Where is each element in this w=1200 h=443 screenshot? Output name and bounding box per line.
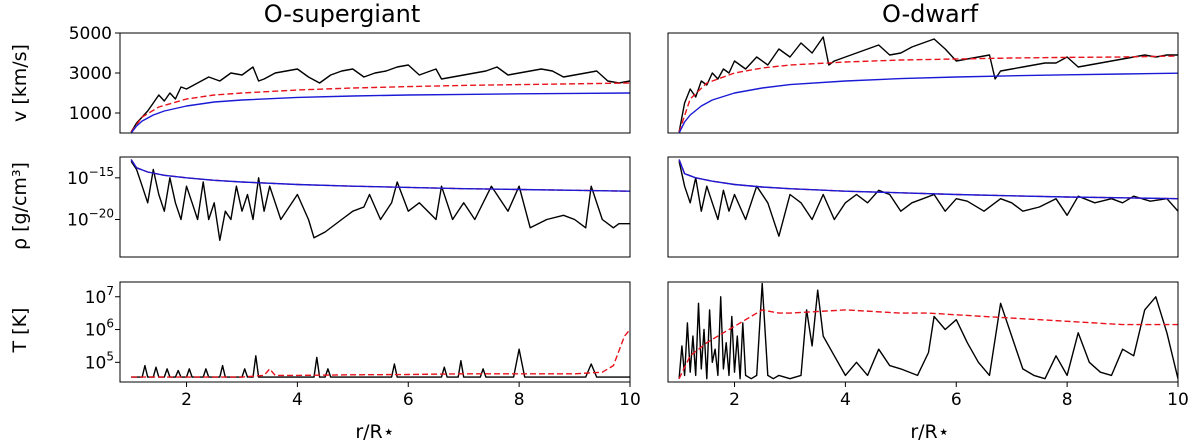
panel-2-ytick-label-0: 105 [85, 349, 114, 373]
panel-0-series-blue-solid [130, 92, 630, 133]
column-title-dwarf: O-dwarf [882, 0, 979, 28]
panel-5-xtick-label-0: 2 [729, 390, 740, 410]
panel-5-series-black-solid [678, 282, 1178, 380]
panel-3-frame [667, 32, 1179, 134]
ylabel-velocity: v [km/s] [9, 44, 31, 122]
panel-2-xtick-label-0: 2 [181, 390, 192, 410]
panel-0-series [130, 64, 630, 133]
panel-1-ytick-label-0: 10−15 [67, 165, 114, 189]
panels: 1000 3000 5000 10−15 10−20 105 106 107 2 4 6 8 10 2 4 6… [67, 24, 1189, 410]
panel-2-xtick-label-1: 4 [292, 390, 303, 410]
panel-5-xtick-label-1: 4 [840, 390, 851, 410]
panel-2-ytick-label-1: 106 [85, 317, 114, 341]
xlabel-right: r/R⋆ [910, 421, 949, 443]
panel-4-frame [667, 156, 1179, 258]
panel-0-series-black-solid [130, 64, 630, 133]
panel-5-xtick-label-3: 8 [1062, 390, 1073, 410]
panel-3-series [678, 36, 1178, 133]
panel-0-ytick-label-1: 3000 [69, 64, 112, 84]
panel-2-frame [119, 281, 631, 383]
panel-1-series [130, 159, 630, 242]
panel-1-series-black-solid [130, 160, 630, 242]
panel-3-series-blue-solid [678, 72, 1178, 133]
xlabel-left: r/R⋆ [355, 421, 394, 443]
panel-2-series-black-solid [131, 348, 630, 378]
panel-4-series-black-solid [678, 161, 1178, 237]
panel-2-ytick-label-2: 107 [85, 284, 114, 308]
panel-0-frame [119, 32, 631, 134]
panel-0-ytick-label-2: 5000 [69, 24, 112, 44]
panel-2-series [131, 329, 630, 378]
panel-2-xtick-label-2: 6 [403, 390, 414, 410]
panel-5-frame [667, 281, 1179, 383]
panel-2-xtick-label-3: 8 [514, 390, 525, 410]
panel-5-series [678, 282, 1178, 380]
panel-0-series-red-dashed [130, 82, 630, 133]
panel-4-series-blue-solid [678, 159, 1178, 200]
panel-5-xtick-label-4: 10 [1167, 390, 1189, 410]
panel-1-series-blue-solid [130, 159, 630, 192]
panel-3-series-black-solid [678, 36, 1178, 133]
panel-3-series-red-dashed [678, 55, 1178, 133]
panel-0-ytick-label-0: 1000 [69, 104, 112, 124]
panel-4-series [678, 159, 1178, 237]
panel-1-frame [119, 156, 631, 258]
ylabel-density: ρ [g/cm³] [9, 162, 31, 250]
panel-5-xtick-label-2: 6 [951, 390, 962, 410]
panel-2-xtick-label-4: 10 [619, 390, 641, 410]
ylabel-temperature: T [K] [9, 308, 31, 354]
panel-2-series-red-dashed [131, 329, 630, 378]
panel-1-ytick-label-1: 10−20 [67, 207, 114, 231]
column-title-supergiant: O-supergiant [264, 0, 421, 28]
panel-5-series-red-dashed [678, 309, 1178, 380]
